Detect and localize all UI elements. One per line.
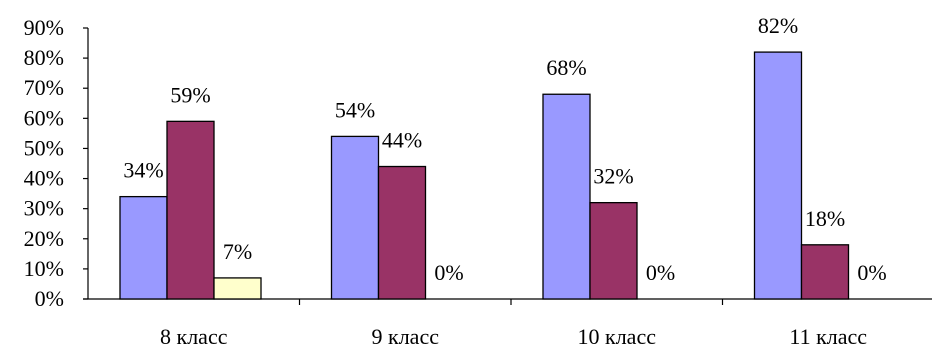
x-category-label: 10 класс bbox=[578, 324, 657, 349]
y-tick-label: 50% bbox=[24, 135, 64, 160]
bars bbox=[119, 51, 850, 300]
y-tick-label: 20% bbox=[24, 226, 64, 251]
y-tick-label: 90% bbox=[24, 15, 64, 40]
data-label: 0% bbox=[434, 260, 463, 285]
data-label: 0% bbox=[857, 260, 886, 285]
x-category-label: 8 класс bbox=[160, 324, 228, 349]
y-tick-label: 40% bbox=[24, 166, 64, 191]
x-category-label: 9 класс bbox=[372, 324, 440, 349]
bar bbox=[119, 195, 168, 300]
data-label: 44% bbox=[382, 128, 422, 153]
bar bbox=[213, 277, 262, 300]
data-label: 0% bbox=[646, 260, 675, 285]
y-tick-label: 80% bbox=[24, 45, 64, 70]
data-label: 18% bbox=[805, 206, 845, 231]
data-label: 34% bbox=[123, 158, 163, 183]
y-tick-label: 70% bbox=[24, 75, 64, 100]
y-tick-label: 30% bbox=[24, 196, 64, 221]
bar bbox=[377, 165, 427, 300]
y-axis: 0% 10% 20% 30% 40% 50% 60% 70% 80% 90% bbox=[24, 15, 89, 311]
x-axis: 8 класс 9 класс 10 класс 11 класс bbox=[83, 298, 932, 349]
bar bbox=[330, 135, 380, 300]
y-tick-label: 60% bbox=[24, 105, 64, 130]
data-label: 59% bbox=[170, 82, 210, 107]
bar bbox=[589, 201, 638, 300]
data-label: 54% bbox=[335, 97, 375, 122]
data-label: 82% bbox=[758, 13, 798, 38]
x-category-label: 11 класс bbox=[789, 324, 867, 349]
bar bbox=[753, 51, 803, 300]
data-label: 32% bbox=[593, 164, 633, 189]
bar bbox=[542, 93, 591, 300]
y-tick-label: 0% bbox=[35, 286, 64, 311]
y-tick-label: 10% bbox=[24, 256, 64, 281]
data-label: 68% bbox=[546, 55, 586, 80]
bar bbox=[166, 120, 215, 300]
bar bbox=[800, 244, 850, 300]
data-labels: 34% 54% 68% 82% 59% 44% 32% 18% 7% 0% 0% 0% bbox=[123, 13, 886, 285]
data-label: 7% bbox=[223, 239, 252, 264]
